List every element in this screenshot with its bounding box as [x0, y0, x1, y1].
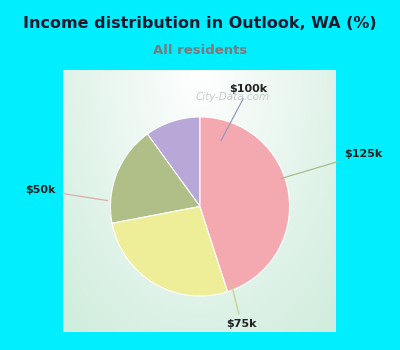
Text: $50k: $50k: [26, 185, 108, 201]
Wedge shape: [110, 134, 200, 223]
Wedge shape: [112, 206, 228, 296]
Text: All residents: All residents: [153, 44, 247, 57]
Text: $100k: $100k: [221, 84, 268, 141]
Text: City-Data.com: City-Data.com: [196, 92, 270, 102]
Wedge shape: [147, 117, 200, 206]
Text: $125k: $125k: [281, 149, 382, 178]
Text: $75k: $75k: [226, 284, 257, 329]
Text: Income distribution in Outlook, WA (%): Income distribution in Outlook, WA (%): [23, 16, 377, 31]
Wedge shape: [200, 117, 290, 292]
